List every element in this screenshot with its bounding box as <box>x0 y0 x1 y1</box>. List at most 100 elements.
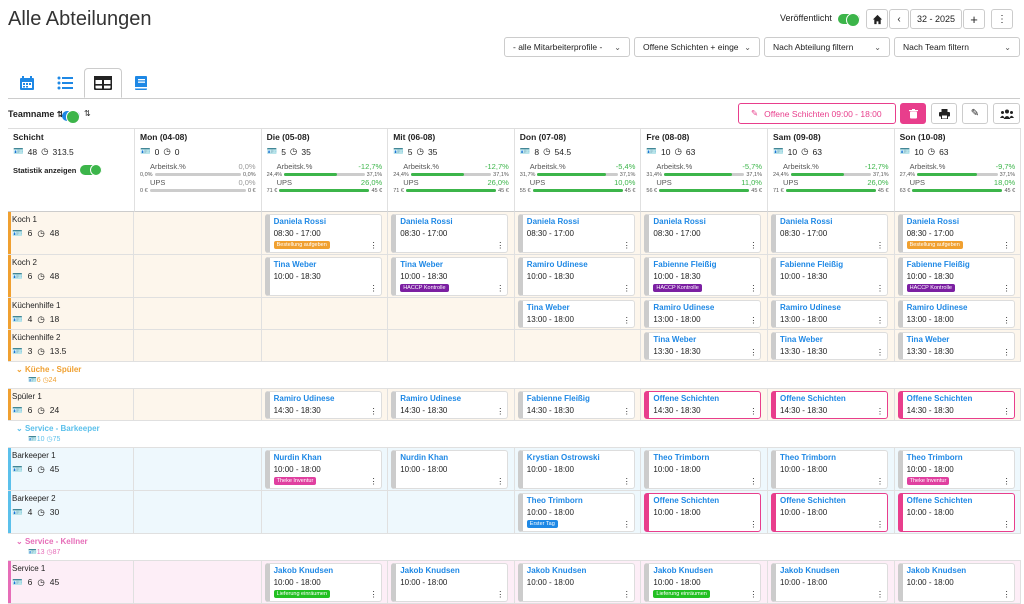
shift-card[interactable]: Daniela Rossi 08:30 - 17:00 Bestellung auf… <box>897 214 1015 253</box>
shift-cell[interactable] <box>135 448 262 490</box>
shift-cell[interactable]: Theo Trimborn 10:00 - 18:00 Erster Tag ⋮ <box>515 491 642 533</box>
more-vertical-icon[interactable]: ⋮ <box>622 477 631 486</box>
shift-cell[interactable]: Tina Weber 10:00 - 18:30 HACCP Kontrolle ⋮ <box>388 255 515 297</box>
open-shift-card[interactable]: Offene Schichten 14:30 - 18:30 ⋮ <box>644 391 762 419</box>
shift-cell[interactable]: Fabienne Fleißig 14:30 - 18:30 ⋮ <box>515 389 642 420</box>
shift-cell[interactable]: Offene Schichten 14:30 - 18:30 ⋮ <box>895 389 1022 420</box>
teamname-toggle[interactable] <box>62 110 80 124</box>
shift-card[interactable]: Jakob Knudsen 10:00 - 18:00 Lieferung einr… <box>264 563 382 602</box>
more-vertical-icon[interactable]: ⋮ <box>876 316 884 325</box>
shift-card[interactable]: Ramiro Udinese 13:00 - 18:00 ⋮ <box>644 300 762 328</box>
shift-card[interactable]: Jakob Knudsen 10:00 - 18:00 ⋮ <box>517 563 635 602</box>
more-vertical-icon[interactable]: ⋮ <box>1002 590 1011 599</box>
more-vertical-icon[interactable]: ⋮ <box>369 407 378 416</box>
more-vertical-icon[interactable]: ⋮ <box>1002 241 1011 250</box>
more-vertical-icon[interactable]: ⋮ <box>876 590 884 599</box>
shift-cell[interactable] <box>135 389 262 420</box>
shift-cell[interactable]: Offene Schichten 14:30 - 18:30 ⋮ <box>641 389 768 420</box>
open-shift-card[interactable]: Offene Schichten 10:00 - 18:00 ⋮ <box>771 493 888 532</box>
more-vertical-icon[interactable]: ⋮ <box>1002 316 1011 325</box>
shift-card[interactable]: Theo Trimborn 10:00 - 18:00 Theke Inventur… <box>897 450 1015 489</box>
shift-cell[interactable] <box>262 491 389 533</box>
shift-cell[interactable]: Tina Weber 13:00 - 18:00 ⋮ <box>515 298 642 329</box>
shift-cell[interactable]: Jakob Knudsen 10:00 - 18:00 ⋮ <box>895 561 1022 603</box>
home-button[interactable] <box>866 9 888 29</box>
open-shift-card[interactable]: Offene Schichten 14:30 - 18:30 ⋮ <box>897 391 1015 419</box>
shift-cell[interactable]: Offene Schichten 10:00 - 18:00 ⋮ <box>768 491 895 533</box>
shift-cell[interactable]: Offene Schichten 10:00 - 18:00 ⋮ <box>641 491 768 533</box>
more-vertical-icon[interactable]: ⋮ <box>622 316 631 325</box>
department-filter[interactable]: Nach Abteilung filtern ⌄ <box>764 37 890 57</box>
shift-cell[interactable] <box>388 491 515 533</box>
shift-card[interactable]: Jakob Knudsen 10:00 - 18:00 ⋮ <box>391 563 509 602</box>
shift-card[interactable]: Jakob Knudsen 10:00 - 18:00 Lieferung einr… <box>644 563 762 602</box>
prev-week-button[interactable]: ‹ <box>889 9 909 29</box>
more-vertical-icon[interactable]: ⋮ <box>749 348 758 357</box>
shift-cell[interactable] <box>135 255 262 297</box>
teamname-sort[interactable]: Teamname ⇅ <box>8 109 64 119</box>
shift-cell[interactable]: Daniela Rossi 08:30 - 17:00 Bestellung auf… <box>895 212 1022 254</box>
more-vertical-icon[interactable]: ⋮ <box>876 477 884 486</box>
shift-cell[interactable]: Nurdin Khan 10:00 - 18:00 Theke Inventur ⋮ <box>262 448 389 490</box>
shift-card[interactable]: Fabienne Fleißig 10:00 - 18:30 HACCP Kontr… <box>644 257 762 296</box>
more-vertical-icon[interactable]: ⋮ <box>749 477 758 486</box>
open-shift-card[interactable]: Offene Schichten 10:00 - 18:00 ⋮ <box>897 493 1015 532</box>
shift-cell[interactable]: Ramiro Udinese 13:00 - 18:00 ⋮ <box>895 298 1022 329</box>
shift-card[interactable]: Daniela Rossi 08:30 - 17:00 ⋮ <box>644 214 762 253</box>
more-vertical-icon[interactable]: ⋮ <box>496 407 505 416</box>
shift-cell[interactable] <box>388 330 515 361</box>
more-vertical-icon[interactable]: ⋮ <box>1002 477 1011 486</box>
tab-list[interactable] <box>46 68 84 98</box>
more-vertical-icon[interactable]: ⋮ <box>496 477 505 486</box>
shift-card[interactable]: Fabienne Fleißig 14:30 - 18:30 ⋮ <box>517 391 635 419</box>
shift-cell[interactable]: Theo Trimborn 10:00 - 18:00 Theke Inventur… <box>895 448 1022 490</box>
shift-card[interactable]: Nurdin Khan 10:00 - 18:00 ⋮ <box>391 450 509 489</box>
more-vertical-icon[interactable]: ⋮ <box>749 520 758 529</box>
shift-filter[interactable]: Offene Schichten + einge ⌄ <box>634 37 760 57</box>
shift-cell[interactable]: Jakob Knudsen 10:00 - 18:00 ⋮ <box>515 561 642 603</box>
shift-card[interactable]: Daniela Rossi 08:30 - 17:00 ⋮ <box>771 214 888 253</box>
shift-cell[interactable] <box>262 330 389 361</box>
shift-card[interactable]: Tina Weber 13:00 - 18:00 ⋮ <box>517 300 635 328</box>
shift-card[interactable]: Ramiro Udinese 10:00 - 18:30 ⋮ <box>517 257 635 296</box>
delete-button[interactable] <box>900 103 926 124</box>
shift-card[interactable]: Theo Trimborn 10:00 - 18:00 ⋮ <box>771 450 888 489</box>
more-button[interactable]: ⋮ <box>991 9 1013 29</box>
shift-cell[interactable]: Tina Weber 13:30 - 18:30 ⋮ <box>641 330 768 361</box>
shift-cell[interactable]: Ramiro Udinese 13:00 - 18:00 ⋮ <box>641 298 768 329</box>
shift-cell[interactable]: Tina Weber 10:00 - 18:30 ⋮ <box>262 255 389 297</box>
shift-cell[interactable]: Tina Weber 13:30 - 18:30 ⋮ <box>895 330 1022 361</box>
more-vertical-icon[interactable]: ⋮ <box>876 348 884 357</box>
shift-cell[interactable] <box>262 298 389 329</box>
shift-card[interactable]: Tina Weber 13:30 - 18:30 ⋮ <box>771 332 888 360</box>
more-vertical-icon[interactable]: ⋮ <box>876 407 884 416</box>
more-vertical-icon[interactable]: ⋮ <box>496 241 505 250</box>
shift-card[interactable]: Tina Weber 10:00 - 18:30 HACCP Kontrolle ⋮ <box>391 257 509 296</box>
shift-cell[interactable]: Offene Schichten 10:00 - 18:00 ⋮ <box>895 491 1022 533</box>
print-button[interactable] <box>931 103 957 124</box>
shift-card[interactable]: Jakob Knudsen 10:00 - 18:00 ⋮ <box>771 563 888 602</box>
group-header[interactable]: ⌄ Service - Kellner 🪪13 ◷87 <box>8 534 1021 561</box>
more-vertical-icon[interactable]: ⋮ <box>749 241 758 250</box>
shift-cell[interactable]: Theo Trimborn 10:00 - 18:00 ⋮ <box>768 448 895 490</box>
shift-cell[interactable]: Jakob Knudsen 10:00 - 18:00 ⋮ <box>388 561 515 603</box>
shift-card[interactable]: Fabienne Fleißig 10:00 - 18:30 ⋮ <box>771 257 888 296</box>
more-vertical-icon[interactable]: ⋮ <box>369 590 378 599</box>
more-vertical-icon[interactable]: ⋮ <box>749 316 758 325</box>
tab-book[interactable] <box>122 68 160 98</box>
more-vertical-icon[interactable]: ⋮ <box>876 520 884 529</box>
team-filter[interactable]: Nach Team filtern ⌄ <box>894 37 1020 57</box>
shift-cell[interactable]: Fabienne Fleißig 10:00 - 18:30 HACCP Kontr… <box>895 255 1022 297</box>
more-vertical-icon[interactable]: ⋮ <box>749 284 758 293</box>
more-vertical-icon[interactable]: ⋮ <box>749 590 758 599</box>
statistics-toggle[interactable] <box>80 164 103 176</box>
more-vertical-icon[interactable]: ⋮ <box>876 241 884 250</box>
shift-card[interactable]: Theo Trimborn 10:00 - 18:00 Erster Tag ⋮ <box>517 493 635 532</box>
shift-cell[interactable]: Jakob Knudsen 10:00 - 18:00 Lieferung einr… <box>262 561 389 603</box>
more-vertical-icon[interactable]: ⋮ <box>369 284 378 293</box>
shift-cell[interactable] <box>135 561 262 603</box>
shift-cell[interactable]: Offene Schichten 14:30 - 18:30 ⋮ <box>768 389 895 420</box>
team-button[interactable] <box>993 103 1020 124</box>
open-shift-card[interactable]: Offene Schichten 14:30 - 18:30 ⋮ <box>771 391 888 419</box>
shift-card[interactable]: Jakob Knudsen 10:00 - 18:00 ⋮ <box>897 563 1015 602</box>
